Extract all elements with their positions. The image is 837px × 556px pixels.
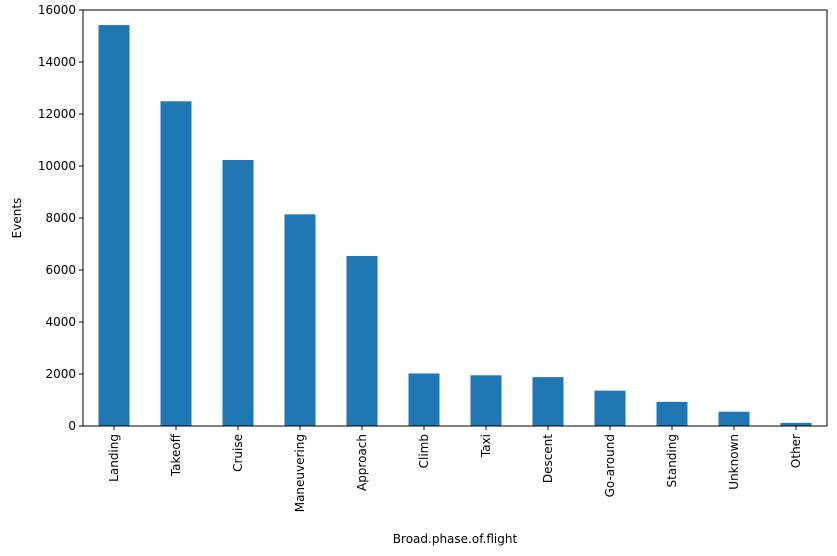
x-tick-label: Maneuvering xyxy=(293,434,307,512)
x-tick-label: Other xyxy=(789,434,803,468)
x-tick-label: Go-around xyxy=(603,434,617,497)
bar-climb xyxy=(408,373,440,426)
bars-group xyxy=(98,25,812,427)
y-tick-label: 14000 xyxy=(38,55,76,69)
y-tick-label: 4000 xyxy=(45,315,76,329)
bar-maneuvering xyxy=(284,214,316,426)
x-tick-label: Climb xyxy=(417,434,431,468)
bar-unknown xyxy=(718,411,750,426)
bar-go-around xyxy=(594,390,626,426)
bar-landing xyxy=(98,25,130,427)
x-tick-label: Takeoff xyxy=(169,433,183,477)
y-axis: 0 2000 4000 6000 8000 10000 12000 14000 16000 xyxy=(38,3,83,433)
x-tick-label: Descent xyxy=(541,434,555,483)
y-tick-label: 8000 xyxy=(45,211,76,225)
y-tick-label: 10000 xyxy=(38,159,76,173)
bar-descent xyxy=(532,377,564,426)
bar-taxi xyxy=(470,375,502,426)
x-tick-label: Taxi xyxy=(479,434,493,458)
x-axis: Landing Takeoff Cruise Maneuvering Approach C… xyxy=(107,426,803,512)
x-tick-label: Approach xyxy=(355,434,369,491)
y-axis-label: Events xyxy=(10,198,24,239)
bar-approach xyxy=(346,255,378,426)
x-tick-label: Cruise xyxy=(231,434,245,472)
plot-frame xyxy=(82,9,828,427)
y-tick-label: 16000 xyxy=(38,3,76,17)
x-axis-label: Broad.phase.of.flight xyxy=(393,532,518,546)
x-tick-label: Landing xyxy=(107,434,121,482)
x-tick-label: Unknown xyxy=(727,434,741,490)
bar-takeoff xyxy=(160,101,192,426)
y-tick-label: 2000 xyxy=(45,367,76,381)
y-tick-label: 6000 xyxy=(45,263,76,277)
bar-other xyxy=(780,422,812,426)
y-tick-label: 12000 xyxy=(38,107,76,121)
bar-cruise xyxy=(222,160,254,426)
y-tick-label: 0 xyxy=(68,419,76,433)
x-tick-label: Standing xyxy=(665,434,679,487)
bar-standing xyxy=(656,401,688,426)
